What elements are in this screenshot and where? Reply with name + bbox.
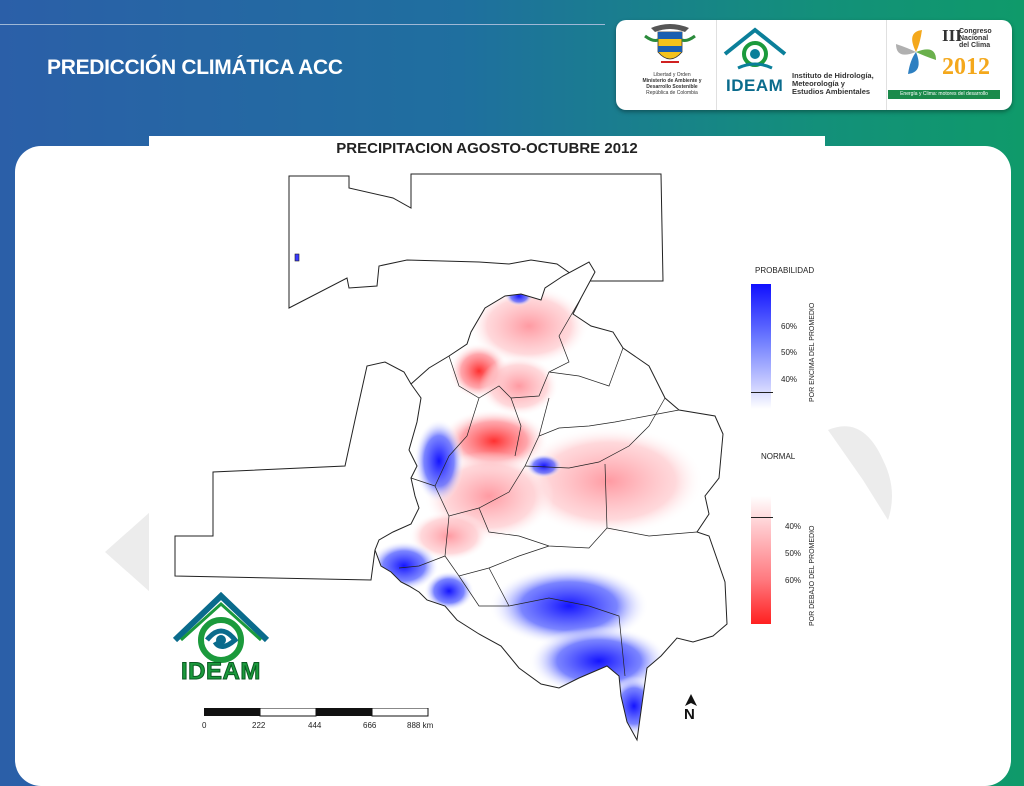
logo-bar: Libertad y Orden Ministerio de Ambiente … <box>616 20 1012 110</box>
scale-label: 666 <box>363 721 377 730</box>
legend-above-tick: 50% <box>781 348 798 357</box>
congress-year: 2012 <box>942 54 990 80</box>
north-arrow-icon <box>685 694 697 706</box>
legend-above-tick: 60% <box>781 322 798 331</box>
legend-above-tick: 40% <box>781 375 798 384</box>
legend-title-probability: PROBABILIDAD <box>755 266 815 275</box>
scale-label: 222 <box>252 721 266 730</box>
decorative-arrow-right-icon <box>828 426 892 520</box>
decorative-arrow-left-icon <box>105 512 150 592</box>
colombia-map <box>174 173 728 742</box>
island-marker <box>294 253 300 262</box>
scale-label: 0 <box>202 721 207 730</box>
map-title: PRECIPITACION AGOSTO-OCTUBRE 2012 <box>336 140 638 157</box>
ideam-wordmark: IDEAM <box>726 76 784 95</box>
colombia-coat-of-arms-icon <box>644 24 696 63</box>
north-label: N <box>684 706 695 723</box>
scale-label: 444 <box>308 721 322 730</box>
legend-below-gradient <box>751 496 771 624</box>
congress-tagline: Energía y Clima: motores del desarrollo … <box>888 90 1000 106</box>
congress-roman-numeral: III <box>942 26 962 45</box>
ideam-logo-icon <box>723 27 787 70</box>
congress-pinwheel-icon <box>896 30 936 74</box>
slide-title: PREDICCIÓN CLIMÁTICA ACC <box>47 56 343 79</box>
ideam-map-logo-icon <box>172 592 270 663</box>
title-divider <box>0 24 605 25</box>
legend-above-label: POR ENCIMA DEL PROMEDIO <box>809 302 816 402</box>
legend-above-gradient <box>751 284 771 409</box>
legend-below-tick: 60% <box>785 576 802 585</box>
legend-title-normal: NORMAL <box>761 452 796 461</box>
precipitation-map: PRECIPITACION AGOSTO-OCTUBRE 2012 <box>149 136 825 768</box>
legend-below-tick: 40% <box>785 522 802 531</box>
scale-bar <box>204 708 429 717</box>
congress-name: Congreso Nacional del Clima <box>959 28 992 49</box>
mads-caption: Libertad y Orden Ministerio de Ambiente … <box>642 72 702 96</box>
ideam-map-wordmark: IDEAM <box>181 658 261 686</box>
legend-below-tick: 50% <box>785 549 802 558</box>
ideam-subtitle: Instituto de Hidrología, Meteorología y … <box>792 71 874 96</box>
scale-label: 888 km <box>407 721 434 730</box>
legend-below-label: POR DEBAJO DEL PROMEDIO <box>809 525 816 626</box>
